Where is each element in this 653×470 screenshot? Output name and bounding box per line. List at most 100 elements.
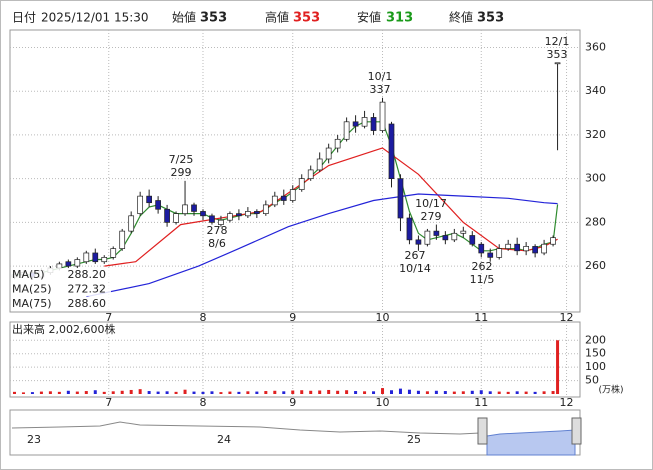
navigator-line [11, 421, 481, 435]
volume-bar [497, 391, 501, 394]
candle-body [406, 217, 413, 241]
y-tick-label: 340 [585, 84, 606, 97]
volume-bar [479, 390, 483, 394]
y-tick-label: 100 [585, 360, 606, 373]
candle-body [361, 117, 368, 127]
candle-body [478, 243, 485, 254]
annotation-date: 10/1 [368, 70, 393, 83]
candle-body [164, 208, 170, 223]
candle-body [119, 230, 126, 249]
candle-body [110, 248, 117, 258]
candle-body [550, 237, 556, 245]
candle-body [101, 256, 108, 263]
navigator-handle[interactable] [571, 417, 582, 445]
volume-bar [389, 390, 393, 394]
volume-bar [372, 391, 376, 394]
candle-body [128, 215, 135, 232]
x-tick-label: 10 [376, 396, 390, 409]
x-tick-label: 9 [289, 311, 296, 324]
candle-body [209, 215, 215, 223]
header: 日付 2025/12/01 15:30 始値 353 高値 353 安値 313… [12, 10, 504, 26]
annotation-price: 278 [207, 224, 228, 237]
candle-body [415, 239, 422, 245]
annotation-date: 7/25 [169, 153, 194, 166]
volume-bar [30, 392, 34, 394]
annotation-date: 8/6 [208, 237, 226, 250]
volume-bar [165, 391, 169, 394]
candle-body [182, 204, 188, 214]
x-tick-label: 8 [199, 396, 206, 409]
volume-bar [210, 391, 214, 394]
x-tick-label: 7 [105, 396, 112, 409]
high-label: 高値 [265, 10, 289, 25]
legend-box [11, 297, 111, 311]
annotation-price: 262 [472, 260, 493, 273]
volume-bar [102, 391, 106, 394]
volume-bar [327, 389, 331, 394]
volume-bar [488, 391, 492, 394]
close-value: 353 [477, 11, 504, 26]
volume-bar [524, 391, 528, 394]
annotation-date: 10/14 [399, 262, 431, 275]
candle-body [137, 195, 144, 214]
volume-bar [533, 391, 537, 394]
volume-bar [300, 390, 304, 394]
candle-body [541, 243, 547, 254]
volume-bar [354, 391, 358, 394]
high-value: 353 [293, 11, 320, 26]
volume-bar [201, 391, 205, 394]
legend-name: MA(5) [12, 268, 45, 281]
x-tick-label: 7 [105, 311, 112, 324]
volume-bar [416, 390, 420, 394]
candle-body [370, 117, 377, 131]
volume-bar [174, 391, 178, 394]
volume-bar [93, 390, 97, 394]
annotation-date: 11/5 [470, 273, 495, 286]
x-tick-label: 12 [560, 396, 574, 409]
y-tick-label: 150 [585, 347, 606, 360]
volume-bar [434, 390, 438, 394]
volume-title-bg [11, 323, 131, 337]
candle-body [532, 246, 538, 254]
candle-body [316, 158, 323, 171]
annotation-price: 337 [370, 83, 391, 96]
volume-title: 出来高 2,002,600株 [12, 322, 115, 336]
navigator-handle[interactable] [477, 417, 488, 445]
x-tick-label: 12 [560, 311, 574, 324]
candle-body [523, 246, 529, 252]
volume-bar [470, 390, 474, 394]
candle-body [298, 178, 305, 190]
volume-bar [111, 391, 115, 394]
candle-body [92, 252, 99, 263]
volume-bar [381, 388, 385, 394]
ma-line [104, 147, 558, 267]
candle-body [442, 235, 449, 241]
volume-bar [398, 388, 402, 394]
navigator-label: 23 [27, 433, 41, 446]
volume-bar [273, 390, 277, 394]
candle-body [388, 123, 395, 180]
volume-bar [363, 391, 367, 394]
candle-body [262, 204, 269, 214]
x-tick-label: 9 [289, 396, 296, 409]
x-tick-label: 10 [376, 311, 390, 324]
volume-bar [309, 390, 313, 394]
volume-bar [291, 390, 295, 394]
candle-body [307, 169, 314, 180]
y-tick-label: 320 [585, 128, 606, 141]
annotation-price: 267 [405, 249, 426, 262]
candle-body [514, 243, 521, 252]
y-tick-label: 360 [585, 40, 606, 53]
y-tick-label: 260 [585, 259, 606, 272]
candle-body [83, 252, 90, 263]
candle-body [218, 219, 224, 225]
candle-body [397, 178, 404, 219]
navigator-label: 25 [407, 433, 421, 446]
x-tick-label: 8 [199, 311, 206, 324]
y-tick-label: 300 [585, 172, 606, 185]
volume-bar [515, 391, 519, 394]
volume-bar [452, 391, 456, 394]
volume-bar [57, 391, 61, 394]
